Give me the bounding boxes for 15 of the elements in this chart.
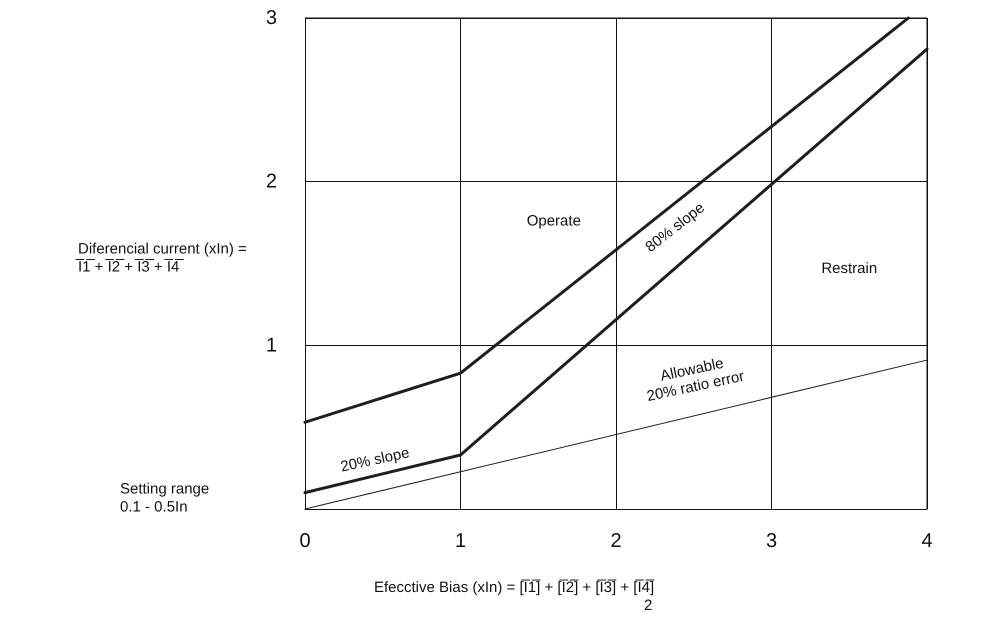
y-axis-title: Diferencial current (xIn) = I̅1̅ + I̅2̅ + I̅3̅ + I̅4̅ — [75, 240, 248, 276]
x-axis-title: Efecctive Bias (xIn) = [I̅1̅] + [I̅2̅] + [I̅3̅] + [I̅4̅] 2 — [374, 579, 655, 614]
text: Setting range 0.1 - 0.5In — [120, 480, 210, 516]
y-tick-label: 3 — [266, 7, 277, 29]
annotation: Operate — [526, 212, 581, 230]
y-tick-label: 2 — [266, 170, 277, 193]
annotation: Allowable 20% ratio error — [645, 354, 746, 405]
x-tick-label: 3 — [766, 530, 778, 552]
y-tick-label: 1 — [266, 334, 277, 356]
x-tick-label: 0 — [299, 530, 311, 552]
x-tick-label: 1 — [454, 530, 466, 552]
x-tick-label: 2 — [610, 530, 622, 552]
annotation: 20% slope — [338, 444, 411, 476]
annotation: Restrain — [821, 260, 878, 277]
x-tick-label: 4 — [921, 530, 933, 552]
